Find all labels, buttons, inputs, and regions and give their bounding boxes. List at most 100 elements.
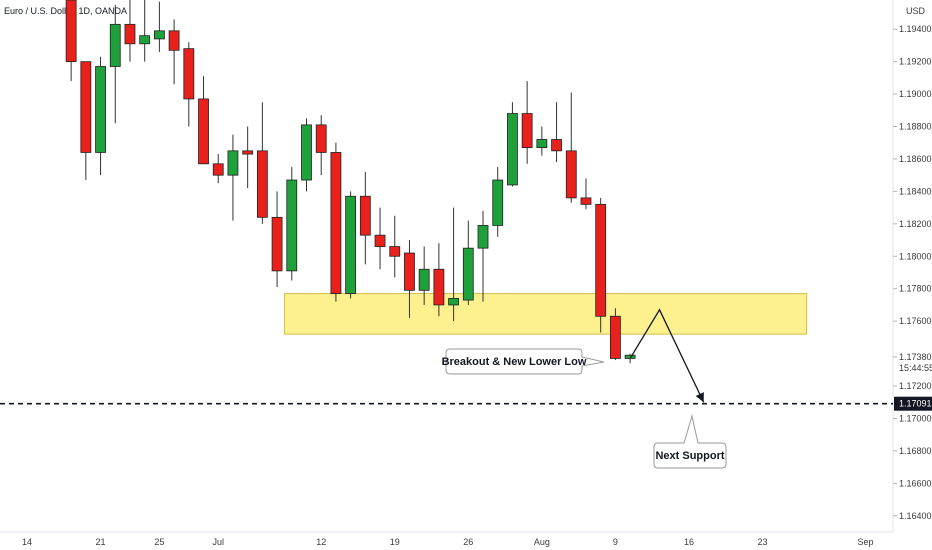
candle	[492, 167, 504, 237]
candle-body	[271, 216, 283, 272]
candle-body	[536, 139, 548, 148]
support-price-badge: 1.17091	[894, 396, 932, 411]
x-tick-label: 9	[613, 537, 618, 547]
candle-body	[374, 234, 386, 247]
candle-body	[330, 152, 342, 294]
y-tick-label: 1.19400	[899, 24, 932, 34]
candle-body	[153, 30, 165, 40]
candle	[301, 118, 312, 192]
candle	[345, 191, 357, 299]
candle-body	[124, 23, 136, 45]
y-tick-label: 1.16800	[899, 446, 932, 456]
x-tick-label: 19	[390, 537, 400, 547]
projection-path	[629, 308, 705, 403]
candle	[109, 4, 121, 124]
candle	[286, 167, 298, 281]
candle-body	[345, 195, 357, 294]
chart-title: Euro / U.S. Dollar, 1D, OANDA	[4, 6, 127, 16]
x-tick-label: 23	[757, 537, 767, 547]
candle-body	[551, 139, 562, 152]
candle-body	[183, 48, 195, 100]
x-tick-label: Sep	[857, 537, 873, 547]
candle	[565, 92, 577, 203]
y-tick-label: 1.17800	[899, 284, 932, 294]
candle	[139, 0, 151, 62]
support-price-label: 1.17091	[899, 399, 932, 409]
candle	[448, 207, 459, 322]
y-tick-label: 1.16600	[899, 478, 932, 488]
price-axis[interactable]: 1.19400 1.19200 1.19000 1.18800 1.18600 1.184…	[893, 24, 932, 521]
y-tick-label: 1.17200	[899, 381, 932, 391]
candle	[462, 220, 474, 305]
candle-body	[580, 197, 592, 205]
candle	[507, 102, 518, 187]
candle-body	[595, 203, 607, 317]
x-tick-label: 14	[22, 537, 32, 547]
candle	[580, 178, 592, 210]
candle	[65, 0, 77, 82]
candles-layer	[65, 0, 636, 364]
candle	[242, 126, 254, 189]
candle-body	[256, 150, 268, 218]
candle-body	[65, 0, 77, 63]
candle	[198, 76, 209, 165]
candle	[153, 1, 165, 52]
y-tick-label: 1.19200	[899, 57, 932, 67]
x-tick-label: Jul	[212, 537, 224, 547]
candle	[124, 0, 136, 62]
candle	[227, 134, 239, 221]
candle	[271, 191, 283, 288]
resistance-zone	[283, 293, 808, 335]
current-price-label: 1.17380	[899, 352, 932, 362]
candle-body	[389, 246, 401, 257]
candle	[168, 19, 180, 85]
candle	[477, 210, 489, 302]
candle	[256, 102, 268, 224]
y-tick-label: 1.18200	[899, 219, 932, 229]
candle-body	[315, 124, 327, 153]
breakout-label: Breakout & New Lower Low	[442, 356, 587, 368]
candle-body	[109, 23, 121, 67]
x-tick-label: Aug	[534, 537, 550, 547]
next-support-bubble	[653, 414, 727, 469]
y-tick-label: 1.18600	[899, 154, 932, 164]
candle-body	[168, 30, 180, 51]
projection-path-layer	[629, 308, 705, 403]
candle	[433, 243, 445, 317]
y-tick-label: 1.17600	[899, 316, 932, 326]
y-tick-label: 1.18000	[899, 251, 932, 261]
candle-body	[242, 150, 254, 155]
candle-body	[80, 61, 92, 153]
candle	[315, 115, 327, 176]
y-tick-label: 1.18400	[899, 186, 932, 196]
candle-body	[301, 124, 312, 181]
candle-body	[198, 98, 209, 165]
candle-body	[95, 66, 106, 153]
x-tick-label: 26	[463, 537, 473, 547]
candle-body	[521, 113, 533, 148]
candle	[389, 215, 401, 278]
candle	[536, 126, 548, 156]
candle-body	[462, 247, 474, 301]
candle	[610, 308, 621, 361]
candle	[359, 171, 371, 265]
currency-label: USD	[906, 6, 926, 16]
y-tick-label: 1.19000	[899, 89, 932, 99]
candle-body	[492, 179, 504, 226]
next-support-label: Next Support	[655, 450, 724, 462]
x-tick-label: 16	[684, 537, 694, 547]
y-tick-label: 1.17000	[899, 413, 932, 423]
candle-body	[448, 298, 459, 306]
candle-body	[286, 179, 298, 272]
time-axis[interactable]: 14 21 25 Jul 12 19 26 Aug 9 16 23 Sep	[22, 537, 873, 547]
candle-body	[565, 150, 577, 199]
candle	[212, 154, 224, 184]
breakout-bubble	[445, 348, 605, 375]
breakout-callout: Breakout & New Lower Low	[442, 348, 605, 375]
x-tick-label: 25	[154, 537, 164, 547]
candle	[183, 42, 195, 127]
countdown-label: 15:44:55	[899, 363, 932, 373]
candle	[418, 246, 430, 305]
x-tick-label: 12	[316, 537, 326, 547]
